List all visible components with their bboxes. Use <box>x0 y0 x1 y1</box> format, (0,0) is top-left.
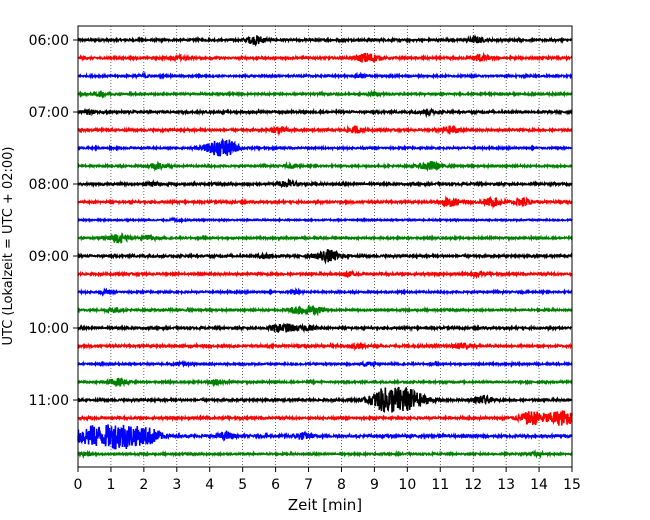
trace-1015 <box>77 341 573 352</box>
x-tick-label-7: 7 <box>304 477 313 493</box>
trace-0715 <box>77 124 573 137</box>
x-axis-ticks: 0 1 2 3 4 5 6 7 8 9 10 11 12 13 14 15 <box>74 467 581 493</box>
trace-0700 <box>77 107 573 119</box>
x-tick-label-9: 9 <box>370 477 379 493</box>
trace-0615 <box>77 51 573 63</box>
y-tick-label-2: 08:00 <box>29 177 69 193</box>
x-tick-label-1: 1 <box>106 477 115 493</box>
trace-0745 <box>77 160 573 173</box>
x-tick-label-15: 15 <box>563 477 581 493</box>
x-tick-label-11: 11 <box>431 477 449 493</box>
trace-0915 <box>77 269 573 280</box>
trace-1030 <box>77 359 573 369</box>
x-axis-label: Zeit [min] <box>288 496 362 514</box>
trace-0900 <box>77 248 573 265</box>
x-tick-label-14: 14 <box>530 477 548 493</box>
x-tick-label-13: 13 <box>497 477 515 493</box>
trace-1100 <box>77 386 573 413</box>
traces <box>77 34 573 460</box>
y-axis-label: UTC (Lokalzeit = UTC + 02:00) <box>1 147 16 346</box>
y-tick-label-1: 07:00 <box>29 105 69 121</box>
trace-0930 <box>77 287 573 297</box>
plot-frame <box>77 25 573 468</box>
y-tick-label-4: 10:00 <box>29 321 69 337</box>
x-tick-label-12: 12 <box>464 477 482 493</box>
x-tick-label-6: 6 <box>271 477 280 493</box>
trace-0815 <box>77 195 573 210</box>
x-tick-label-3: 3 <box>172 477 181 493</box>
y-tick-label-5: 11:00 <box>29 393 69 409</box>
trace-0845 <box>77 232 573 244</box>
trace-1145 <box>77 449 573 460</box>
trace-1045 <box>77 377 573 388</box>
x-tick-label-4: 4 <box>205 477 214 493</box>
x-tick-label-5: 5 <box>238 477 247 493</box>
trace-0600 <box>77 34 573 47</box>
trace-0945 <box>77 304 573 317</box>
trace-0830 <box>77 216 573 225</box>
trace-0730 <box>77 137 573 157</box>
trace-1115 <box>77 410 573 426</box>
trace-0630 <box>77 70 573 80</box>
trace-0645 <box>77 89 573 100</box>
trace-1130 <box>77 424 573 450</box>
x-tick-label-10: 10 <box>398 477 416 493</box>
y-axis-ticks: 06:00 07:00 08:00 09:00 10:00 11:00 <box>29 33 78 409</box>
y-tick-label-0: 06:00 <box>29 33 69 49</box>
trace-0800 <box>77 178 573 189</box>
y-tick-label-3: 09:00 <box>29 249 69 265</box>
x-tick-label-8: 8 <box>337 477 346 493</box>
trace-1000 <box>77 322 573 334</box>
x-tick-label-2: 2 <box>139 477 148 493</box>
x-tick-label-0: 0 <box>74 477 83 493</box>
